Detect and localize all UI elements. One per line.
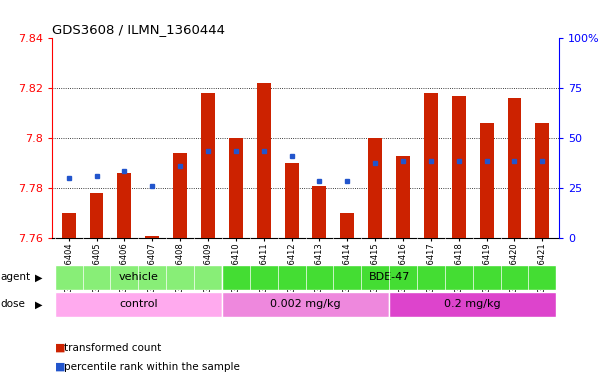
Bar <box>173 153 187 238</box>
Bar <box>312 186 326 238</box>
Text: ▶: ▶ <box>35 272 43 283</box>
Text: control: control <box>119 299 158 310</box>
Bar <box>55 292 222 317</box>
Text: vehicle: vehicle <box>119 272 158 283</box>
Bar <box>340 213 354 238</box>
Bar <box>480 123 494 238</box>
Bar <box>62 213 76 238</box>
Bar <box>396 156 410 238</box>
Text: 0.002 mg/kg: 0.002 mg/kg <box>270 299 341 310</box>
Bar <box>368 138 382 238</box>
Bar <box>285 163 299 238</box>
Bar <box>55 265 222 290</box>
Bar <box>201 93 215 238</box>
Text: agent: agent <box>1 272 31 283</box>
Bar <box>508 98 521 238</box>
Bar <box>452 96 466 238</box>
Bar <box>222 292 389 317</box>
Text: BDE-47: BDE-47 <box>368 272 410 283</box>
Text: transformed count: transformed count <box>64 343 161 353</box>
Bar <box>222 265 556 290</box>
Bar <box>257 83 271 238</box>
Text: ■: ■ <box>55 362 65 372</box>
Bar <box>424 93 438 238</box>
Text: ▶: ▶ <box>35 299 43 310</box>
Text: 0.2 mg/kg: 0.2 mg/kg <box>444 299 501 310</box>
Bar <box>229 138 243 238</box>
Bar <box>90 193 103 238</box>
Text: ■: ■ <box>55 343 65 353</box>
Bar <box>145 236 159 238</box>
Text: GDS3608 / ILMN_1360444: GDS3608 / ILMN_1360444 <box>52 23 225 36</box>
Text: dose: dose <box>1 299 26 310</box>
Text: percentile rank within the sample: percentile rank within the sample <box>64 362 240 372</box>
Bar <box>117 173 131 238</box>
Bar <box>535 123 549 238</box>
Bar <box>389 292 556 317</box>
